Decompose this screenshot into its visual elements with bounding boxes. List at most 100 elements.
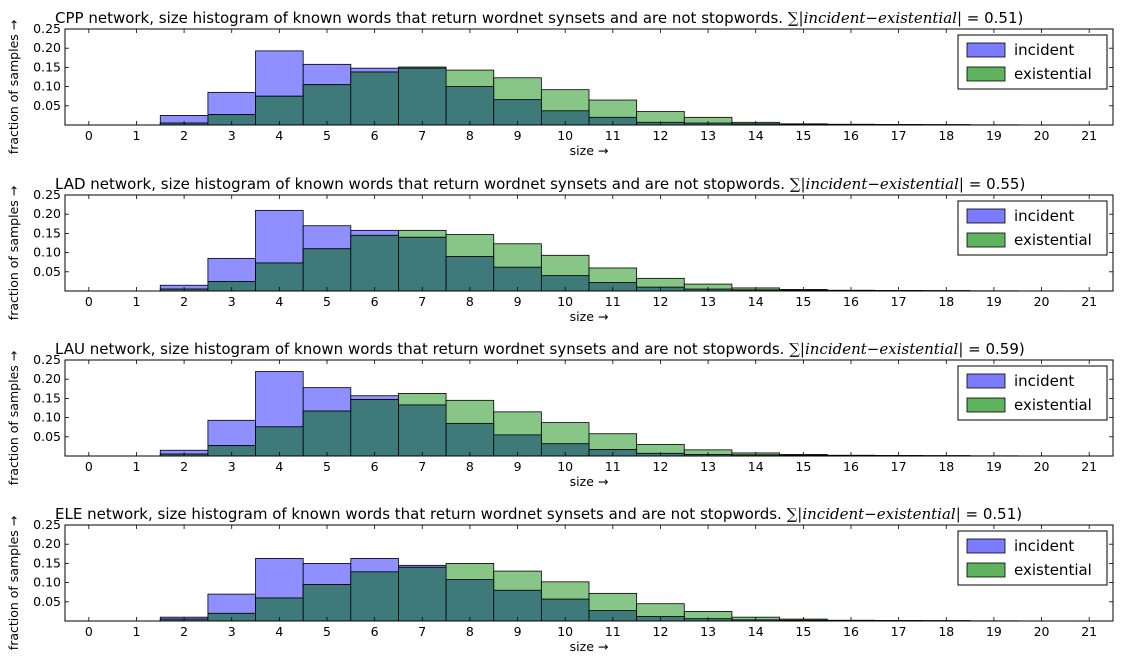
x-tick-label: 12: [653, 624, 669, 639]
y-tick-label: 0.10: [33, 410, 61, 425]
legend-label-existential: existential: [1014, 65, 1092, 83]
x-tick-label: 15: [795, 294, 811, 309]
x-axis-label: size →: [570, 309, 609, 324]
x-tick-label: 2: [180, 128, 188, 143]
y-tick-label: 0.05: [33, 264, 61, 279]
y-tick-label: 0.20: [33, 371, 61, 386]
legend-swatch-incident: [966, 208, 1006, 224]
bar-overlap: [350, 399, 399, 457]
bar-overlap: [398, 404, 447, 457]
y-tick-label: 0.15: [33, 225, 61, 240]
bar-overlap: [445, 422, 495, 457]
y-tick-label: 0.05: [33, 98, 61, 113]
legend-swatch-existential: [966, 232, 1006, 248]
legend-label-existential: existential: [1014, 561, 1092, 579]
x-tick-label: 9: [514, 294, 522, 309]
x-tick-label: 14: [748, 294, 764, 309]
x-axis-label: size →: [570, 474, 609, 489]
chart-title: CPP network, size histogram of known wor…: [55, 9, 1023, 27]
x-tick-label: 8: [466, 459, 474, 474]
legend-label-incident: incident: [1014, 537, 1074, 555]
x-tick-label: 8: [466, 128, 474, 143]
x-tick-label: 17: [891, 624, 907, 639]
x-tick-label: 16: [843, 624, 859, 639]
bar-overlap: [398, 67, 447, 126]
bar-overlap: [350, 571, 399, 622]
y-tick-label: 0.20: [33, 206, 61, 221]
x-tick-label: 6: [371, 459, 379, 474]
axes-frame: [64, 524, 1114, 622]
x-tick-label: 9: [514, 128, 522, 143]
x-tick-label: 10: [557, 624, 573, 639]
chart-title: LAD network, size histogram of known wor…: [55, 175, 1025, 193]
x-tick-label: 5: [323, 294, 331, 309]
x-tick-label: 14: [748, 459, 764, 474]
x-tick-label: 18: [938, 459, 954, 474]
y-tick-label: 0.05: [33, 594, 61, 609]
x-axis-label: size →: [570, 639, 609, 654]
bar-overlap: [350, 234, 399, 292]
x-tick-label: 21: [1081, 128, 1097, 143]
x-tick-label: 14: [748, 128, 764, 143]
chart-panel-2: LAD network, size histogram of known wor…: [6, 175, 1114, 324]
y-tick-label: 0.20: [33, 40, 61, 55]
chart-title-text: ELE network, size histogram of known wor…: [55, 505, 787, 523]
x-tick-label: 20: [1034, 128, 1050, 143]
x-tick-label: 17: [891, 294, 907, 309]
legend-label-existential: existential: [1014, 396, 1092, 414]
x-tick-label: 11: [605, 624, 621, 639]
x-tick-label: 16: [843, 459, 859, 474]
chart-panel-4: ELE network, size histogram of known wor…: [6, 505, 1114, 654]
x-tick-label: 9: [514, 624, 522, 639]
x-tick-label: 5: [323, 624, 331, 639]
x-tick-label: 21: [1081, 294, 1097, 309]
x-tick-label: 0: [85, 459, 93, 474]
chart-title-math: ∑|incident−existential|: [790, 175, 969, 193]
legend-swatch-existential: [966, 66, 1006, 82]
bar-overlap: [398, 236, 447, 292]
x-tick-label: 13: [700, 624, 716, 639]
x-tick-label: 19: [986, 128, 1002, 143]
bar-overlap: [445, 86, 495, 126]
y-tick-label: 0.20: [33, 536, 61, 551]
x-tick-label: 17: [891, 459, 907, 474]
x-tick-label: 16: [843, 128, 859, 143]
x-tick-label: 7: [418, 294, 426, 309]
x-tick-label: 18: [938, 294, 954, 309]
x-tick-label: 2: [180, 294, 188, 309]
legend-swatch-incident: [966, 373, 1006, 389]
x-tick-label: 6: [371, 624, 379, 639]
x-tick-label: 21: [1081, 459, 1097, 474]
x-tick-label: 19: [986, 294, 1002, 309]
x-tick-label: 5: [323, 128, 331, 143]
y-tick-label: 0.15: [33, 555, 61, 570]
y-tick-label: 0.25: [33, 517, 61, 532]
bar-overlap: [445, 256, 495, 292]
y-tick-label: 0.25: [33, 352, 61, 367]
x-tick-label: 15: [795, 459, 811, 474]
x-tick-label: 17: [891, 128, 907, 143]
x-tick-label: 13: [700, 294, 716, 309]
x-tick-label: 20: [1034, 624, 1050, 639]
y-tick-label: 0.25: [33, 187, 61, 202]
x-tick-label: 15: [795, 624, 811, 639]
x-tick-label: 12: [653, 459, 669, 474]
x-tick-label: 0: [85, 294, 93, 309]
x-tick-label: 18: [938, 128, 954, 143]
x-tick-label: 21: [1081, 624, 1097, 639]
legend-label-existential: existential: [1014, 231, 1092, 249]
x-tick-label: 4: [275, 294, 283, 309]
chart-panel-3: LAU network, size histogram of known wor…: [6, 340, 1114, 489]
x-tick-label: 10: [557, 128, 573, 143]
axes-frame: [64, 194, 1114, 292]
x-tick-label: 16: [843, 294, 859, 309]
chart-title-math: ∑|incident−existential|: [787, 505, 966, 523]
y-axis-label: fraction of samples →: [6, 20, 21, 154]
x-tick-label: 6: [371, 128, 379, 143]
x-tick-label: 5: [323, 459, 331, 474]
y-tick-label: 0.15: [33, 59, 61, 74]
x-tick-label: 10: [557, 459, 573, 474]
x-tick-label: 2: [180, 624, 188, 639]
y-tick-label: 0.05: [33, 429, 61, 444]
